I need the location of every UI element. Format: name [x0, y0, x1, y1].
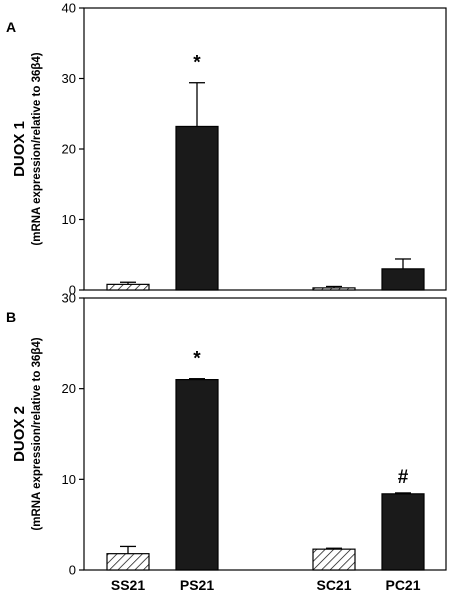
significance-mark: * [193, 53, 201, 74]
chart-panel-a: A 0 10 20 30 40 DUOX 1 (mRNA expression/relativ… [6, 1, 447, 298]
y-tick-label: 0 [69, 563, 76, 578]
y-axis-title: DUOX 1 [11, 121, 28, 177]
bar-ss21 [106, 553, 150, 571]
y-tick-label: 10 [62, 212, 76, 227]
bar-sc21 [312, 287, 356, 291]
bar-pc21 [381, 268, 425, 291]
y-tick-label: 20 [62, 142, 76, 157]
panel-letter: A [6, 19, 16, 35]
bar-pc21 [381, 493, 425, 571]
y-tick-label: 10 [62, 472, 76, 487]
x-category-label: PC21 [385, 577, 420, 593]
significance-mark: # [398, 467, 409, 488]
bar-ss21 [106, 283, 150, 291]
y-tick-label: 30 [62, 291, 76, 306]
y-axis-title: DUOX 2 [11, 406, 28, 462]
plot-frame [83, 7, 447, 291]
bar-ps21 [175, 125, 219, 291]
plot-frame [83, 297, 447, 571]
x-category-label: SC21 [316, 577, 351, 593]
bar-sc21 [312, 548, 356, 571]
y-tick-label: 20 [62, 381, 76, 396]
significance-mark: * [193, 349, 201, 370]
y-tick-label: 0 [69, 283, 76, 298]
panel-letter: B [6, 309, 16, 325]
y-tick-label: 40 [62, 1, 76, 16]
x-category-label: SS21 [111, 577, 145, 593]
y-axis-subtitle: (mRNA expression/relative to 36β4) [31, 337, 43, 530]
y-tick-label: 30 [62, 71, 76, 86]
y-axis-subtitle: (mRNA expression/relative to 36β4) [31, 52, 43, 245]
chart-panel-b: B 0 10 20 30 DUOX 2 (mRNA expression/relative … [6, 291, 447, 593]
bar-ps21 [175, 379, 219, 571]
x-category-label: PS21 [180, 577, 214, 593]
